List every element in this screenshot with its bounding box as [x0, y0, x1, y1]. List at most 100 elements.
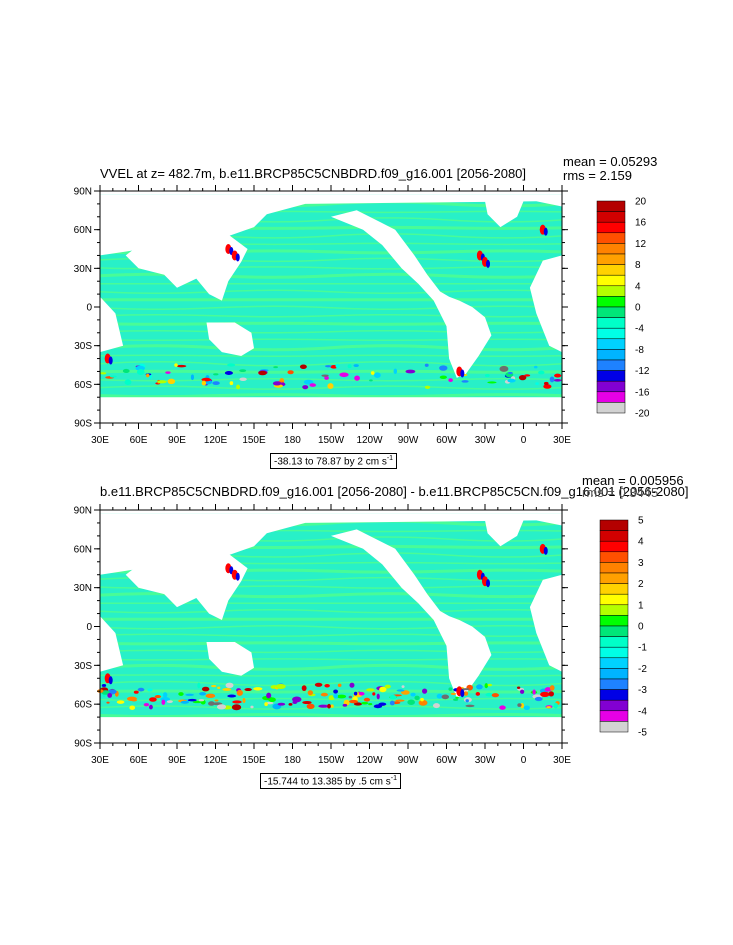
lat-tick-label: 90N: [74, 187, 92, 198]
eddy-mark: [353, 691, 358, 696]
map-plot: 90N 60N 30N 0 30S 60S 90S 30E 60E 90E 120E 150E 180 1…: [74, 504, 647, 766]
eddy-mark: [422, 688, 428, 694]
ocean-texture: [99, 305, 563, 311]
eddy-mark: [273, 366, 278, 369]
colorbar-label: 16: [635, 218, 647, 229]
map-area: 90N 60N 30N 0 30S 60S 90S 30E 60E 90E 120E 150E 180 1…: [74, 185, 650, 446]
ocean-texture: [99, 705, 563, 710]
colorbar-box: [596, 391, 626, 403]
eddy-mark: [214, 699, 219, 702]
eddy-mark: [361, 701, 369, 705]
eddy-mark: [368, 703, 373, 706]
colorbar-label: 4: [635, 281, 641, 292]
eddy-mark: [157, 380, 167, 384]
eddy-mark: [475, 692, 481, 696]
colorbar-box: [596, 327, 626, 340]
land-mass: [125, 229, 248, 301]
colorbar-box: [596, 296, 626, 308]
ocean-texture: [99, 641, 563, 646]
colorbar-box: [596, 306, 626, 318]
land-mass: [206, 642, 254, 676]
eddy-mark: [549, 376, 555, 383]
colorbar-label: 4: [638, 537, 644, 548]
eddy-mark: [333, 693, 338, 699]
eddy-mark: [253, 687, 263, 691]
colorbar-box: [599, 646, 629, 659]
land-mass: [485, 520, 524, 547]
eddy-mark: [424, 363, 429, 367]
eddy-mark: [414, 695, 420, 701]
eddy-mark: [363, 697, 371, 702]
eddy-mark: [107, 692, 113, 698]
eddy-mark: [231, 704, 242, 711]
eddy-mark: [418, 699, 428, 706]
ocean-texture: [99, 321, 563, 326]
land-mass: [100, 194, 124, 353]
lon-tick-label: 120W: [356, 435, 383, 446]
lon-tick-label: 150W: [318, 755, 345, 766]
eddy-mark: [333, 689, 339, 694]
land-mass: [206, 322, 254, 356]
lon-tick-label: 0: [521, 755, 527, 766]
contour-info-box: -15.744 to 13.385 by .5 cm s-1: [260, 773, 401, 790]
eddy-mark: [324, 684, 330, 688]
colorbar-box: [596, 402, 626, 414]
eddy-mark: [236, 384, 241, 390]
mean-stat: mean = 0.005956: [582, 473, 684, 488]
eddy-mark: [180, 700, 189, 704]
eddy-mark: [187, 698, 197, 702]
eddy-mark: [436, 693, 443, 699]
land-mass: [485, 201, 524, 228]
colorbar-box: [599, 657, 629, 669]
eddy-mark: [463, 691, 469, 696]
colorbar-box: [596, 274, 626, 287]
colorbar-label: 20: [635, 197, 647, 208]
eddy-mark: [395, 699, 405, 702]
lat-tick-label: 60N: [74, 544, 92, 555]
eddy-mark: [393, 368, 398, 374]
eddy-mark: [396, 689, 405, 692]
eddy-mark: [165, 371, 171, 374]
eddy-mark: [208, 701, 215, 706]
colorbar-label: 8: [635, 260, 641, 271]
eddy-mark: [484, 373, 490, 377]
ocean-texture: [99, 360, 563, 367]
eddy-mark: [239, 377, 247, 382]
colorbar-label: -12: [635, 366, 650, 377]
ocean-texture: [99, 289, 563, 295]
land-mass: [100, 717, 562, 743]
land-mass: [100, 397, 562, 423]
lon-tick-label: 60W: [436, 755, 457, 766]
lon-tick-label: 60E: [130, 755, 148, 766]
eddy-mark: [424, 385, 431, 389]
eddy-mark: [327, 383, 334, 389]
eddy-mark: [465, 704, 475, 708]
eddy-mark: [407, 699, 415, 705]
eddy-mark: [465, 699, 469, 703]
colorbar-label: 0: [635, 303, 641, 314]
eddy-mark: [518, 374, 527, 381]
eddy-mark: [324, 376, 329, 380]
eddy-mark: [405, 369, 416, 374]
eddy-mark: [543, 384, 552, 389]
eddy-mark: [321, 374, 329, 377]
lon-tick-label: 180: [284, 755, 301, 766]
eddy-mark: [553, 702, 558, 709]
eddy-mark: [178, 692, 184, 696]
eddy-mark: [410, 692, 416, 697]
eddy-mark: [339, 372, 349, 378]
eddy-mark: [534, 696, 543, 702]
eddy-mark: [524, 374, 531, 377]
lon-tick-label: 120E: [204, 435, 228, 446]
eddy-mark: [342, 703, 348, 707]
eddy-mark: [242, 697, 246, 704]
eddy-mark: [448, 687, 453, 691]
eddy-mark: [548, 691, 554, 697]
top-panel: VVEL at z= 482.7m, b.e11.BRCP85C5CNBDRD.…: [0, 0, 733, 470]
boundary-current-mark: [543, 546, 548, 555]
lat-tick-label: 90S: [74, 739, 92, 750]
eddy-mark: [198, 699, 205, 702]
eddy-mark: [250, 705, 254, 709]
colorbar-box: [596, 221, 626, 234]
eddy-mark: [302, 385, 309, 390]
